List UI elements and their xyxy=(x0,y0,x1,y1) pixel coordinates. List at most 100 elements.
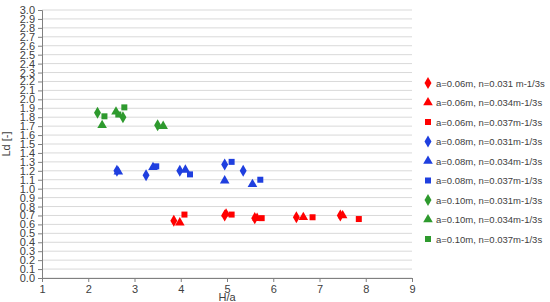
legend-label: a=0.10m, n=0.034m-1/3s xyxy=(436,214,542,225)
grid-line xyxy=(42,251,412,252)
plot: 1234567890.00.10.20.30.40.50.60.70.80.91… xyxy=(20,4,416,295)
grid-line xyxy=(42,197,412,198)
tick: 3 xyxy=(132,278,138,295)
grid-line xyxy=(42,260,412,261)
legend-label: a=0.10m, n=0.031m-1/3s xyxy=(436,195,542,206)
tick-mark xyxy=(38,81,42,82)
tick-label: 1 xyxy=(39,283,45,295)
tick-label: 7 xyxy=(317,283,323,295)
legend-marker xyxy=(425,194,432,206)
series xyxy=(101,104,127,119)
y-axis-title: Ld [-] xyxy=(0,131,12,156)
grid-line xyxy=(42,18,412,19)
tick-mark xyxy=(38,19,42,20)
tick-mark xyxy=(38,90,42,91)
point xyxy=(143,169,150,181)
point xyxy=(310,214,316,220)
tick: 2 xyxy=(86,278,92,295)
tick-mark xyxy=(227,278,228,282)
grid-line xyxy=(42,10,412,11)
tick: 8 xyxy=(363,278,369,295)
tick-mark xyxy=(38,233,42,234)
grid-line xyxy=(42,242,412,243)
legend-entry: a=0.06m, n=0.031 m-1/3s xyxy=(425,77,546,89)
legend-entry: a=0.08m, n=0.037m-1/3s xyxy=(425,175,542,186)
points xyxy=(94,104,362,226)
point xyxy=(97,120,107,128)
tick-mark xyxy=(38,278,42,279)
legend-marker xyxy=(423,214,433,222)
grid-line xyxy=(42,27,412,28)
tick-mark xyxy=(38,171,42,172)
point xyxy=(158,121,168,129)
point xyxy=(121,104,127,110)
point xyxy=(220,175,230,183)
point xyxy=(299,212,309,220)
tick-mark xyxy=(38,207,42,208)
point xyxy=(175,217,185,225)
tick-mark xyxy=(88,278,89,282)
point xyxy=(338,210,348,218)
tick-mark xyxy=(38,144,42,145)
series xyxy=(181,212,361,222)
tick-mark xyxy=(320,278,321,282)
tick-mark xyxy=(38,153,42,154)
legend-entry: a=0.10m, n=0.034m-1/3s xyxy=(423,214,542,225)
tick-mark xyxy=(38,251,42,252)
tick-mark xyxy=(38,135,42,136)
y-axis: 0.00.10.20.30.40.50.60.70.80.91.01.11.21… xyxy=(20,4,43,284)
grid-line xyxy=(42,152,412,153)
legend-marker xyxy=(425,236,431,242)
tick-mark xyxy=(38,117,42,118)
point xyxy=(257,177,263,183)
legend-entry: a=0.10m, n=0.031m-1/3s xyxy=(425,194,543,206)
grid-line xyxy=(42,206,412,207)
legend-entry: a=0.08m, n=0.034m-1/3s xyxy=(423,155,542,166)
tick-label: 6 xyxy=(271,283,277,295)
x-axis-title: H/a xyxy=(218,291,236,302)
point xyxy=(187,171,193,177)
tick: 3.0 xyxy=(20,4,42,16)
tick-mark xyxy=(38,224,42,225)
grid-line xyxy=(42,269,412,270)
tick-mark xyxy=(38,162,42,163)
grid-line xyxy=(42,224,412,225)
legend: a=0.06m, n=0.031 m-1/3sa=0.06m, n=0.034m… xyxy=(423,77,545,245)
point xyxy=(248,179,258,187)
tick: 9 xyxy=(409,278,415,295)
grid xyxy=(42,10,412,278)
series xyxy=(114,162,258,187)
axis-line xyxy=(43,279,413,283)
point xyxy=(154,119,161,131)
tick: 4 xyxy=(178,278,184,295)
tick-label: 3 xyxy=(132,283,138,295)
series xyxy=(175,208,347,225)
tick: 6 xyxy=(271,278,277,295)
point xyxy=(181,212,187,218)
grid-line xyxy=(42,90,412,91)
point xyxy=(229,212,235,218)
tick-mark xyxy=(412,278,413,282)
point xyxy=(153,163,159,169)
tick-mark xyxy=(38,46,42,47)
grid-line xyxy=(42,188,412,189)
tick-mark xyxy=(38,64,42,65)
tick-mark xyxy=(38,108,42,109)
grid-line xyxy=(42,135,412,136)
tick-mark xyxy=(38,215,42,216)
chart: 1234567890.00.10.20.30.40.50.60.70.80.91… xyxy=(0,0,550,302)
series xyxy=(97,106,168,129)
grid-line xyxy=(42,36,412,37)
tick-mark xyxy=(38,260,42,261)
tick-mark xyxy=(38,198,42,199)
legend-entry: a=0.10m, n=0.037m-1/3s xyxy=(425,234,542,245)
legend-label: a=0.08m, n=0.031m-1/3s xyxy=(436,136,542,147)
legend-marker xyxy=(423,155,433,163)
tick-mark xyxy=(273,278,274,282)
grid-line xyxy=(42,233,412,234)
tick-mark xyxy=(135,278,136,282)
legend-marker xyxy=(423,97,433,105)
grid-line xyxy=(42,144,412,145)
tick-mark xyxy=(366,278,367,282)
grid-line xyxy=(42,81,412,82)
